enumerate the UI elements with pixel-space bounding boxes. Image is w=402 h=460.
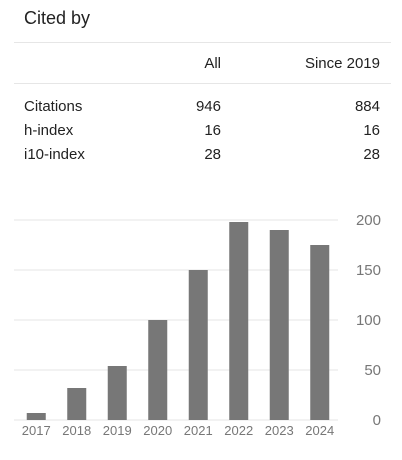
- row-label-h-index[interactable]: h-index: [24, 122, 74, 139]
- bar-2017[interactable]: [26, 413, 46, 420]
- y-tick-label: 150: [356, 262, 381, 279]
- citations-since-value: 884: [354, 98, 380, 115]
- header-divider: [14, 42, 391, 43]
- table-row-i10-index: i10-index 28 28: [14, 143, 391, 167]
- x-tick-label: 2023: [265, 423, 294, 438]
- bar-2018[interactable]: [67, 388, 87, 420]
- table-row-citations: Citations 946 884: [14, 95, 391, 119]
- bar-2021[interactable]: [188, 270, 208, 420]
- x-tick-label: 2017: [22, 423, 51, 438]
- citations-per-year-chart: 0 50 100 150 200 2017 2018 2019 2020 2021 2022 2023…: [0, 200, 402, 460]
- x-tick-label: 2020: [143, 423, 172, 438]
- bar-2023[interactable]: [269, 230, 289, 420]
- column-header-since-2019: Since 2019: [304, 55, 380, 72]
- x-tick-label: 2022: [224, 423, 253, 438]
- h-index-all-value: 16: [204, 122, 221, 139]
- chart-svg: 0 50 100 150 200 2017 2018 2019 2020 2021 2022 2023…: [14, 212, 381, 438]
- h-index-since-value: 16: [363, 122, 380, 139]
- y-tick-label: 50: [364, 362, 381, 379]
- x-tick-label: 2024: [305, 423, 334, 438]
- cited-by-title: Cited by: [24, 8, 91, 28]
- x-tick-label: 2019: [103, 423, 132, 438]
- citations-all-value: 946: [195, 98, 221, 115]
- bar-2019[interactable]: [107, 366, 127, 420]
- bar-2022[interactable]: [229, 222, 249, 420]
- column-header-all: All: [204, 55, 221, 72]
- i10-index-all-value: 28: [204, 146, 221, 163]
- row-label-i10-index[interactable]: i10-index: [24, 146, 85, 163]
- row-label-citations[interactable]: Citations: [24, 98, 83, 115]
- y-tick-label: 0: [373, 412, 381, 429]
- x-tick-label: 2018: [62, 423, 91, 438]
- i10-index-since-value: 28: [363, 146, 380, 163]
- x-tick-label: 2021: [184, 423, 213, 438]
- table-row-h-index: h-index 16 16: [14, 119, 391, 143]
- table-header-row: All Since 2019: [14, 52, 391, 76]
- bar-2024[interactable]: [310, 245, 330, 420]
- y-tick-label: 100: [356, 312, 381, 329]
- bar-2020[interactable]: [148, 320, 168, 420]
- table-header-divider: [14, 83, 391, 84]
- y-tick-label: 200: [356, 212, 381, 229]
